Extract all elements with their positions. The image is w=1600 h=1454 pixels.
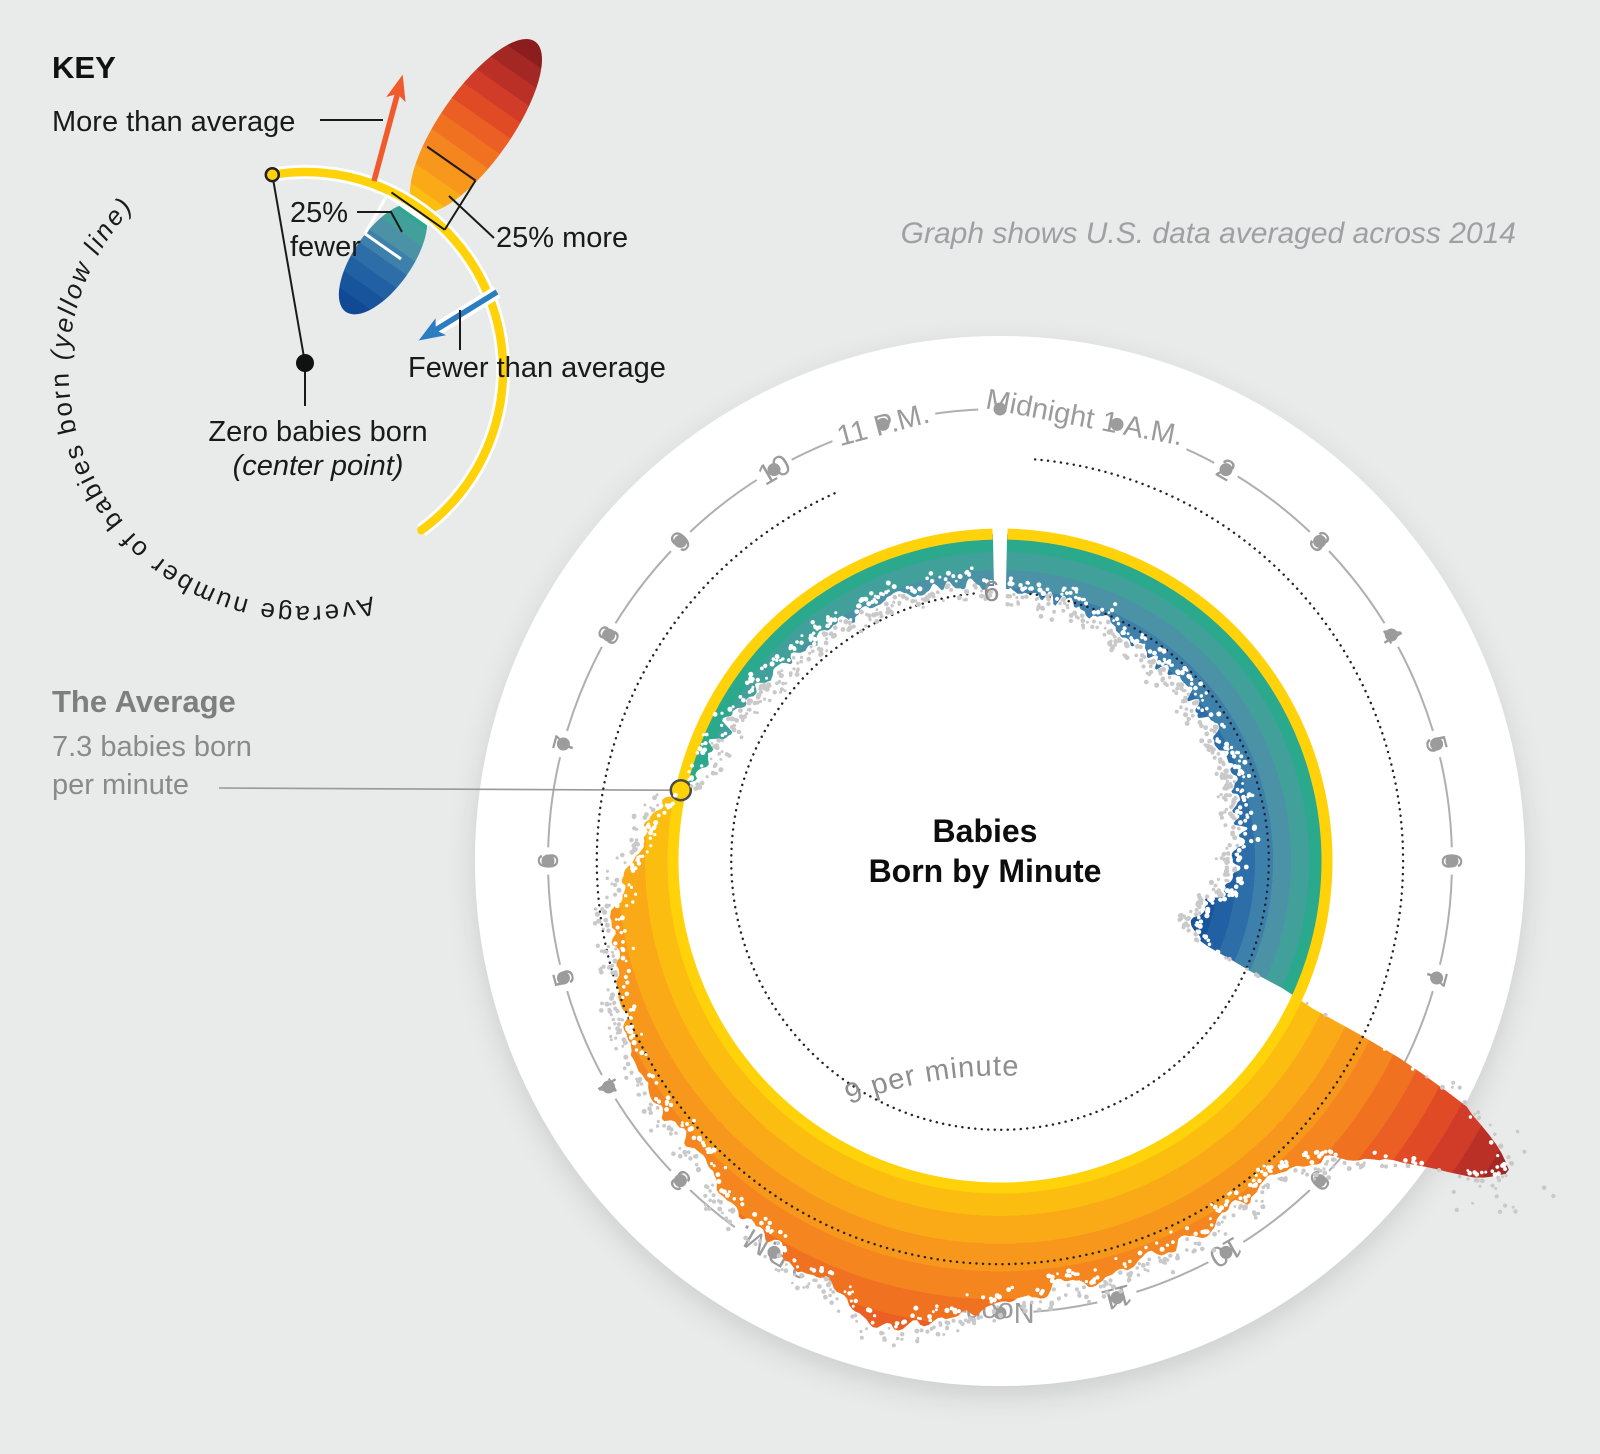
key-zero-pointer-line: [271, 174, 306, 364]
hour-dot: [1219, 1245, 1233, 1259]
hour-dot: [1430, 737, 1444, 751]
gridline-circle-6: [730, 592, 1270, 1131]
average-pointer-line: [218, 787, 670, 792]
hour-dot: [1445, 854, 1459, 868]
hour-dot: [602, 628, 616, 642]
average-marker: [669, 778, 693, 802]
hour-label-gap: [976, 376, 1193, 458]
key-pct-more-label: 25% more: [496, 222, 628, 254]
hour-dot: [673, 1174, 687, 1188]
hour-label: 6: [533, 853, 565, 869]
chart-subtitle: Graph shows U.S. data averaged across 20…: [901, 217, 1516, 250]
hour-dot: [1313, 1174, 1327, 1188]
hour-label: 5: [547, 966, 582, 990]
average-callout-line2: per minute: [52, 769, 189, 801]
hour-dot: [673, 534, 687, 548]
fewer-arrow-icon: [418, 289, 499, 341]
key-zero-center-dot: [296, 354, 314, 372]
gridline-label-6: 6: [983, 576, 1000, 608]
key-25-more-label-line: [448, 195, 495, 239]
key-more-label: More than average: [52, 106, 295, 138]
more-arrow-icon: [371, 74, 406, 182]
key-pct-fewer-label-line1: 25%: [290, 197, 348, 229]
hour-label: 6: [1435, 853, 1467, 869]
key-leaf-fewer-shape: [338, 202, 428, 315]
above-average-region-day: [610, 790, 1509, 1331]
average-yellow-ring: [667, 528, 1333, 1194]
hour-dot: [993, 402, 1007, 416]
average-callout-heading: The Average: [52, 684, 236, 719]
gridline-circle-9: [595, 458, 1405, 1266]
center-title-line2: Born by Minute: [869, 853, 1102, 889]
average-callout-line1: 7.3 babies born: [52, 731, 252, 763]
center-title-line1: Babies: [933, 813, 1038, 849]
hour-dot: [602, 1080, 616, 1094]
hour-dot: [541, 854, 555, 868]
key-fewer-label: Fewer than average: [408, 352, 666, 384]
hour-dot: [1430, 971, 1444, 985]
hour-dot: [1384, 628, 1398, 642]
hour-dot: [556, 737, 570, 751]
hour-dot: [767, 463, 781, 477]
hour-label: 7: [547, 732, 582, 756]
key-25-fewer-bracket: [363, 194, 431, 261]
hour-dot: [1110, 417, 1124, 431]
hour-dot: [876, 417, 890, 431]
key-average-marker: [264, 166, 281, 183]
key-pct-fewer-label-line2: fewer: [290, 231, 361, 263]
hour-dot: [1219, 463, 1233, 477]
hour-dot: [1110, 1291, 1124, 1305]
key-heading: KEY: [52, 50, 116, 85]
key-leaf-more-shape: [409, 39, 542, 213]
hour-label: 5: [1418, 732, 1453, 756]
key-25-fewer-label-line: [357, 211, 403, 233]
key-zero-label-line1: Zero babies born: [208, 416, 427, 448]
average-callout: The Average 7.3 babies born per minute: [52, 684, 252, 801]
hour-dot: [556, 971, 570, 985]
hour-dot: [1313, 534, 1327, 548]
key-zero-label-line2: (center point): [233, 450, 404, 482]
scatter-dots-layer: [592, 566, 1556, 1348]
hour-label: 7: [1418, 966, 1453, 990]
